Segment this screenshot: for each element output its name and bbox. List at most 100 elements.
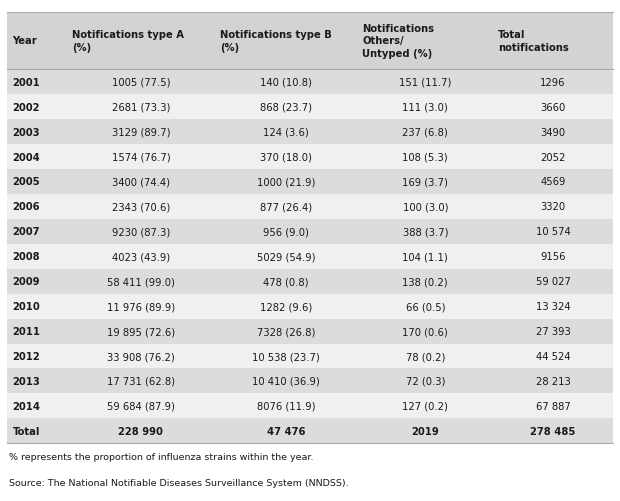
Bar [67,13,215,70]
Bar [494,170,613,194]
Bar [67,95,215,120]
Bar [494,269,613,294]
Bar [7,219,67,244]
Bar [7,269,67,294]
Text: 3400 (74.4): 3400 (74.4) [112,177,170,187]
Bar [7,418,67,443]
Text: 1282 (9.6): 1282 (9.6) [260,302,312,312]
Text: 1574 (76.7): 1574 (76.7) [112,152,170,162]
Text: 3660: 3660 [541,103,565,112]
Bar [67,145,215,170]
Text: 10 538 (23.7): 10 538 (23.7) [252,351,320,361]
Text: 27 393: 27 393 [536,327,570,336]
Text: 59 027: 59 027 [536,277,570,287]
Text: 11 976 (89.9): 11 976 (89.9) [107,302,175,312]
Bar [7,170,67,194]
Text: Total
notifications: Total notifications [498,30,569,53]
Bar [215,294,357,319]
Bar [7,294,67,319]
Text: 478 (0.8): 478 (0.8) [264,277,309,287]
Bar [7,194,67,219]
Bar [494,319,613,344]
Text: 278 485: 278 485 [530,426,575,436]
Text: 1000 (21.9): 1000 (21.9) [257,177,316,187]
Bar [67,344,215,369]
Text: 2001: 2001 [12,78,40,88]
Bar [357,269,494,294]
Bar [357,219,494,244]
Text: 2681 (73.3): 2681 (73.3) [112,103,170,112]
Bar [494,219,613,244]
Bar [67,170,215,194]
Bar [215,319,357,344]
Text: 44 524: 44 524 [536,351,570,361]
Text: 66 (0.5): 66 (0.5) [405,302,445,312]
Bar [215,219,357,244]
Text: 100 (3.0): 100 (3.0) [402,202,448,212]
Text: 111 (3.0): 111 (3.0) [402,103,448,112]
Bar [7,145,67,170]
Text: 170 (0.6): 170 (0.6) [402,327,448,336]
Text: 3129 (89.7): 3129 (89.7) [112,127,170,137]
Text: 237 (6.8): 237 (6.8) [402,127,448,137]
Text: 33 908 (76.2): 33 908 (76.2) [107,351,175,361]
Text: 10 410 (36.9): 10 410 (36.9) [252,376,320,386]
Text: 2006: 2006 [12,202,40,212]
Bar [494,394,613,418]
Text: 169 (3.7): 169 (3.7) [402,177,448,187]
Bar [357,394,494,418]
Bar [67,418,215,443]
Text: 78 (0.2): 78 (0.2) [405,351,445,361]
Bar [67,269,215,294]
Text: % represents the proportion of influenza strains within the year.: % represents the proportion of influenza… [9,452,314,461]
Text: 140 (10.8): 140 (10.8) [260,78,312,88]
Bar [357,70,494,95]
Bar [7,344,67,369]
Text: 2004: 2004 [12,152,40,162]
Text: 4023 (43.9): 4023 (43.9) [112,252,170,262]
Bar [215,344,357,369]
Bar [67,394,215,418]
Text: 2010: 2010 [12,302,40,312]
Text: 108 (5.3): 108 (5.3) [402,152,448,162]
Text: Notifications type B
(%): Notifications type B (%) [220,30,332,53]
Text: 2011: 2011 [12,327,40,336]
Bar [215,394,357,418]
Text: 2019: 2019 [412,426,439,436]
Bar [357,120,494,145]
Bar [215,13,357,70]
Text: 3320: 3320 [541,202,565,212]
Text: Total: Total [12,426,40,436]
Text: Source: The National Notifiable Diseases Surveillance System (NNDSS).: Source: The National Notifiable Diseases… [9,478,349,487]
Text: 138 (0.2): 138 (0.2) [402,277,448,287]
Text: 2343 (70.6): 2343 (70.6) [112,202,170,212]
Bar [494,13,613,70]
Bar [7,244,67,269]
Text: 370 (18.0): 370 (18.0) [260,152,312,162]
Bar [215,145,357,170]
Bar [494,418,613,443]
Bar [67,194,215,219]
Text: 9230 (87.3): 9230 (87.3) [112,227,170,237]
Bar [494,145,613,170]
Bar [494,120,613,145]
Bar [357,145,494,170]
Text: 17 731 (62.8): 17 731 (62.8) [107,376,175,386]
Bar [215,269,357,294]
Bar [215,170,357,194]
Text: 72 (0.3): 72 (0.3) [405,376,445,386]
Text: Year: Year [12,37,37,46]
Bar [357,369,494,394]
Bar [7,13,67,70]
Bar [494,70,613,95]
Text: 1005 (77.5): 1005 (77.5) [112,78,170,88]
Bar [215,418,357,443]
Text: 124 (3.6): 124 (3.6) [264,127,309,137]
Bar [67,319,215,344]
Bar [215,369,357,394]
Text: 10 574: 10 574 [536,227,570,237]
Text: 2003: 2003 [12,127,40,137]
Bar [67,70,215,95]
Text: 58 411 (99.0): 58 411 (99.0) [107,277,175,287]
Bar [494,294,613,319]
